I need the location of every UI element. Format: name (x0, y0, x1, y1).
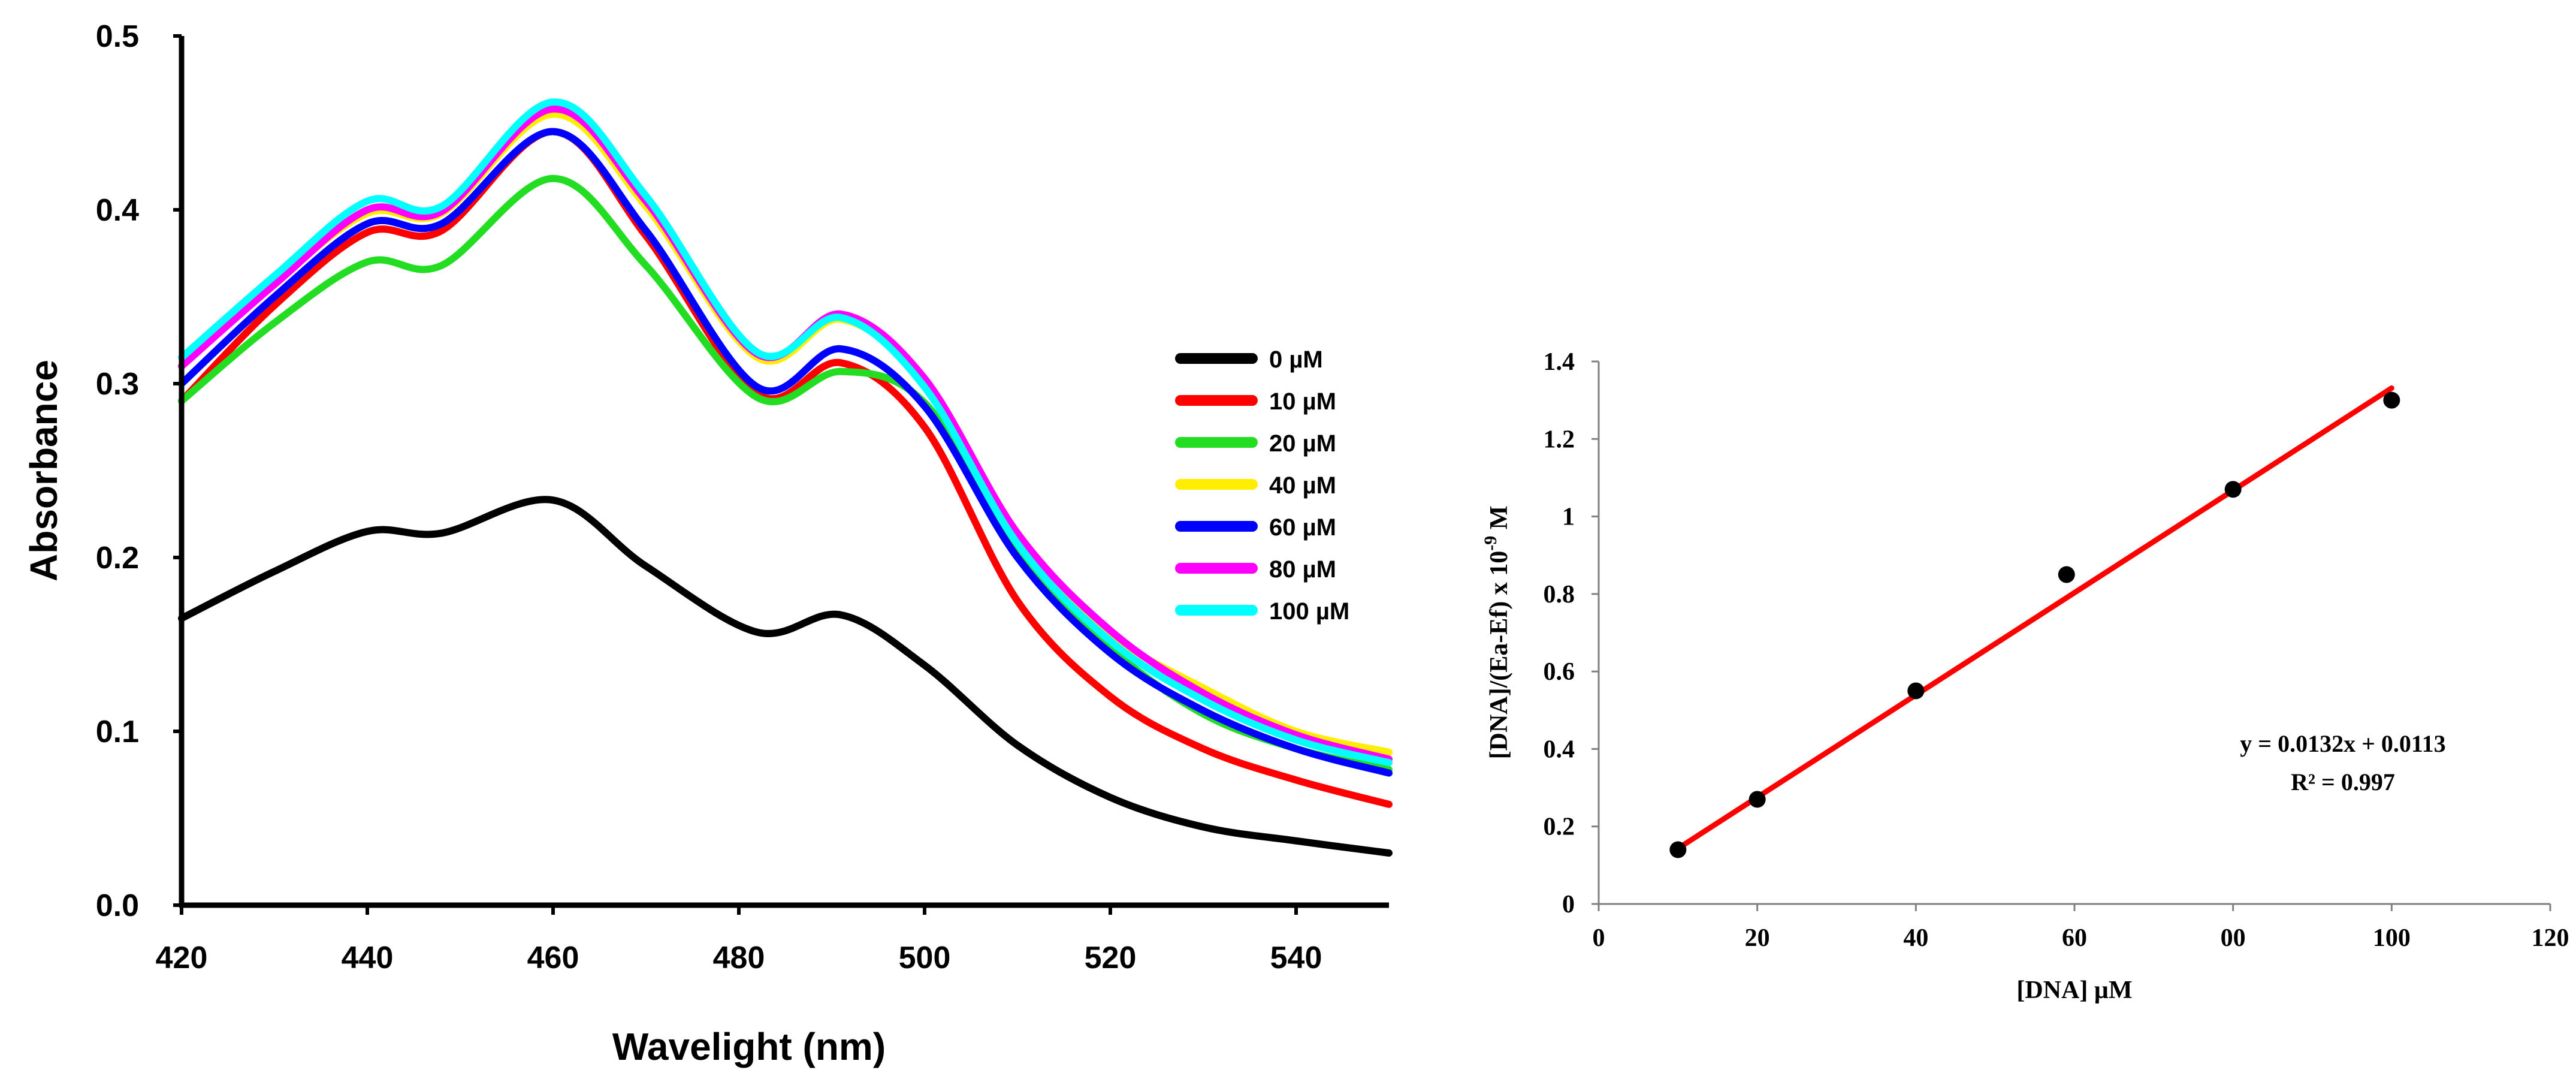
absorbance-spectra-chart: 0.0 0.1 0.2 0.3 0.4 0.5 420 440 460 480 500 520 540… (22, 19, 1393, 1068)
y-tick-label-5: 0.5 (96, 19, 139, 54)
series-line-0 (178, 496, 1393, 857)
y-axis-title: Absorbance (22, 360, 65, 581)
data-point-1 (1748, 791, 1766, 808)
legend-label-1: 10 µM (1269, 388, 1336, 415)
y-tick-label-3: 0.3 (96, 367, 139, 402)
x-tick-label-3: 60 (2062, 924, 2087, 952)
y-tick-group: 0 0.2 0.4 0.6 0.8 1 1.2 1.4 (1544, 348, 1599, 918)
x-tick-label-2: 40 (1903, 924, 1928, 952)
y-tick-label-2: 0.2 (96, 541, 139, 575)
y-tick-label-2: 0.4 (1544, 736, 1575, 763)
data-point-4 (2224, 481, 2242, 498)
y-tick-label-6: 1.2 (1544, 426, 1575, 453)
legend: 0 µM 10 µM 20 µM 40 µM 60 µM 80 µM 100 µM (1175, 346, 1349, 625)
y-axis-title-unit: M (1485, 506, 1513, 536)
y-tick-label-1: 0.1 (96, 715, 139, 749)
data-point-2 (1907, 682, 1925, 700)
x-tick-label-1: 20 (1745, 924, 1770, 952)
y-tick-label-4: 0.8 (1544, 581, 1575, 608)
x-tick-group: 420 440 460 480 500 520 540 (156, 905, 1322, 975)
x-tick-label-1: 440 (342, 941, 394, 975)
y-axis-title-exponent: -9 (1481, 536, 1500, 551)
series-line-2 (178, 174, 1393, 773)
spectra-series-group (178, 98, 1393, 857)
series-line-6 (178, 98, 1393, 767)
x-tick-label-4: 00 (2221, 924, 2246, 952)
legend-label-2: 20 µM (1269, 430, 1336, 457)
y-tick-label-3: 0.6 (1544, 658, 1575, 686)
fit-line-group (1675, 385, 2394, 851)
data-point-5 (2383, 391, 2400, 409)
legend-label-4: 60 µM (1269, 514, 1336, 541)
x-tick-label-0: 420 (156, 941, 208, 975)
legend-label-0: 0 µM (1269, 346, 1323, 373)
x-tick-label-6: 540 (1270, 941, 1322, 975)
x-tick-label-4: 500 (899, 941, 951, 975)
x-axis-title: [DNA] µM (2016, 977, 2132, 1004)
x-tick-label-6: 120 (2532, 924, 2569, 952)
y-tick-label-7: 1.4 (1544, 348, 1575, 376)
legend-label-6: 100 µM (1269, 598, 1349, 625)
series-line-4 (178, 128, 1393, 777)
dna-binding-plot: 0 0.2 0.4 0.6 0.8 1 1.2 1.4 0 20 40 60 00 100 120 [DN… (1481, 348, 2569, 1004)
legend-label-3: 40 µM (1269, 472, 1336, 499)
r-squared: R² = 0.997 (2291, 768, 2395, 795)
x-tick-label-3: 480 (713, 941, 765, 975)
x-tick-label-0: 0 (1593, 924, 1605, 952)
y-axis-title-main: [DNA]/(Ea-Ef) x 10 (1485, 551, 1513, 760)
x-tick-group: 0 20 40 60 00 100 120 (1593, 904, 2569, 952)
data-point-0 (1669, 841, 1687, 858)
y-tick-label-5: 1 (1562, 504, 1575, 531)
y-tick-label-4: 0.4 (96, 193, 139, 228)
y-axis-title: [DNA]/(Ea-Ef) x 10-9 M (1481, 506, 1513, 760)
y-tick-label-0: 0 (1562, 891, 1575, 918)
fit-line (1675, 385, 2394, 851)
x-tick-label-5: 520 (1085, 941, 1137, 975)
y-tick-label-0: 0.0 (96, 888, 139, 923)
x-axis-title: Wavelight (nm) (612, 1025, 886, 1068)
x-tick-label-2: 460 (527, 941, 579, 975)
y-tick-group: 0.0 0.1 0.2 0.3 0.4 0.5 (96, 19, 182, 923)
x-tick-label-5: 100 (2373, 924, 2411, 952)
y-tick-label-1: 0.2 (1544, 813, 1575, 841)
data-point-group (1669, 391, 2400, 858)
data-point-3 (2058, 566, 2075, 583)
fit-equation: y = 0.0132x + 0.0113 (2240, 730, 2445, 757)
legend-label-5: 80 µM (1269, 556, 1336, 583)
